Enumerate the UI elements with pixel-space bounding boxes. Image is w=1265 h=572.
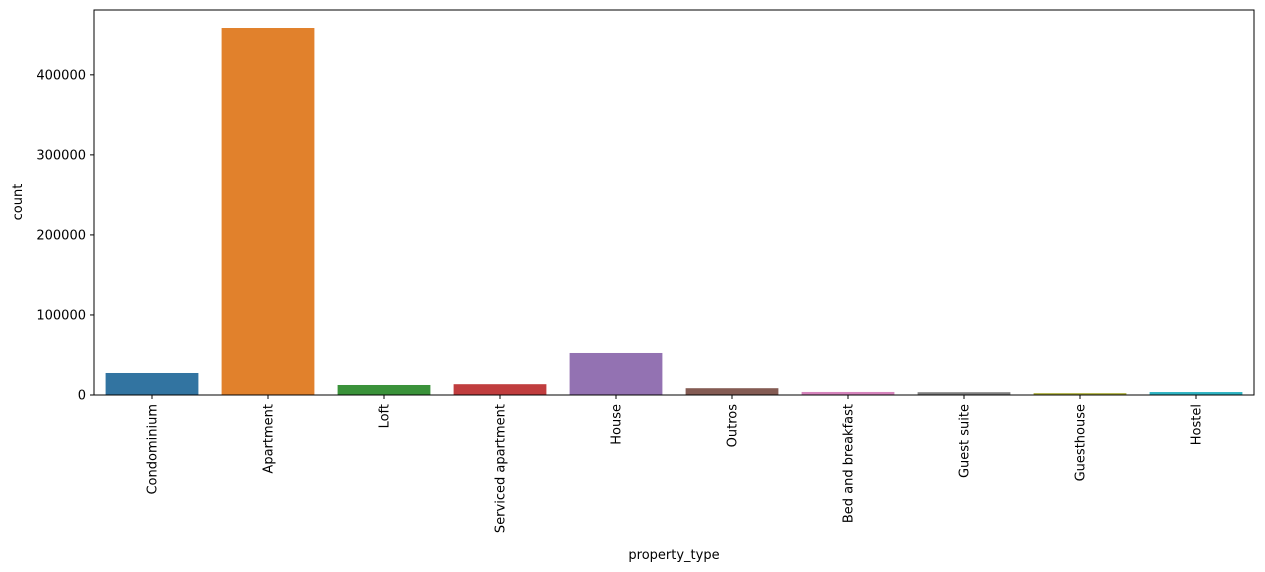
bar-hostel [1149,392,1243,395]
bar-serviced-apartment [453,384,547,395]
bar-outros [685,388,779,395]
x-tick-label: Loft [378,404,393,428]
y-axis-label: count [11,184,26,221]
bar-loft [337,384,431,395]
x-tick-label: Guesthouse [1074,404,1089,481]
bar-condominium [105,372,199,395]
x-tick-label: Guest suite [958,404,973,478]
bar-house [569,352,663,395]
bar-guesthouse [1033,393,1127,395]
x-tick-label: House [610,404,625,445]
y-tick-label: 400000 [36,68,86,83]
x-tick-label: Apartment [262,404,277,474]
x-axis-ticks: Condominium Apartment Loft Serviced apartme… [146,395,1205,533]
y-tick-label: 200000 [36,228,86,243]
x-tick-label: Bed and breakfast [842,404,857,523]
x-tick-label: Outros [726,404,741,448]
y-tick-label: 0 [78,389,86,404]
x-axis-label: property_type [628,548,719,563]
x-tick-label: Hostel [1190,404,1205,445]
bar-bed-and-breakfast [801,391,895,395]
bars-group [105,28,1243,395]
x-tick-label: Serviced apartment [494,404,509,533]
y-axis-ticks: 0 100000 200000 300000 400000 [36,68,94,404]
y-tick-label: 300000 [36,148,86,163]
bar-apartment [221,28,315,395]
bar-guest-suite [917,392,1011,395]
x-tick-label: Condominium [146,404,161,495]
y-tick-label: 100000 [36,308,86,323]
plot-frame [93,9,1255,396]
